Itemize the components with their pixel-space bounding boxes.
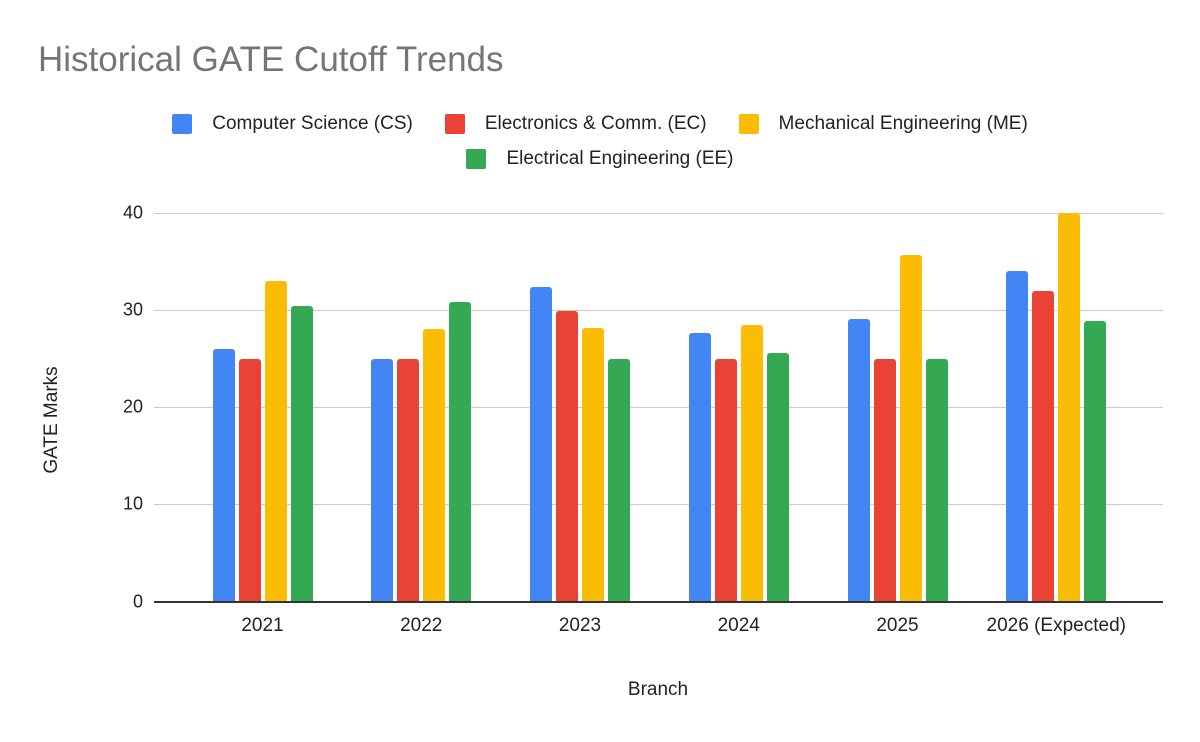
bar[interactable] (371, 358, 394, 602)
legend-label-me: Mechanical Engineering (ME) (778, 113, 1028, 134)
legend-label-ee: Electrical Engineering (EE) (506, 148, 734, 169)
bar[interactable] (873, 358, 896, 602)
legend-label-ec: Electronics & Comm. (EC) (484, 113, 707, 134)
legend-swatch-ec (444, 114, 465, 134)
legend-item-cs: Computer Science (CS) (172, 113, 413, 135)
x-axis-label: Branch (627, 679, 689, 700)
bar[interactable] (556, 311, 578, 602)
legend-item-ec: Electronics & Comm. (EC) (444, 113, 707, 135)
chart-title: Historical GATE Cutoff Trends (38, 40, 504, 79)
x-tick-label: 2024 (717, 615, 760, 636)
bar[interactable] (1032, 290, 1055, 602)
legend-row-2: Electrical Engineering (EE) (0, 148, 1200, 170)
bar[interactable] (290, 306, 313, 602)
bar[interactable] (1006, 271, 1029, 602)
y-tick-label: 0 (132, 591, 143, 611)
bar[interactable] (238, 358, 261, 602)
bar[interactable] (1058, 213, 1081, 602)
bar[interactable] (847, 318, 870, 602)
bar[interactable] (212, 349, 235, 602)
bar[interactable] (899, 254, 922, 602)
bar[interactable] (264, 281, 287, 602)
legend-label-cs: Computer Science (CS) (212, 113, 413, 134)
legend-item-me: Mechanical Engineering (ME) (738, 113, 1028, 135)
y-tick-label: 30 (122, 299, 143, 320)
legend-swatch-ee (466, 149, 487, 169)
legend-swatch-cs (172, 114, 193, 134)
bar[interactable] (449, 302, 472, 602)
bar[interactable] (530, 286, 552, 602)
x-axis-line (154, 600, 1163, 603)
legend-row-1: Computer Science (CS) Electronics & Comm… (0, 113, 1200, 135)
x-tick-label: 2023 (558, 615, 602, 636)
x-tick-label: 2026 (Expected) (986, 615, 1126, 636)
gridline (154, 310, 1163, 312)
bar[interactable] (714, 358, 737, 602)
bar[interactable] (582, 327, 604, 602)
x-tick-label: 2021 (241, 615, 284, 636)
bar[interactable] (1084, 320, 1107, 602)
bar[interactable] (688, 332, 711, 602)
x-tick-label: 2022 (400, 615, 443, 636)
x-tick-label: 2025 (876, 615, 919, 636)
y-tick-label: 20 (122, 396, 143, 417)
bar[interactable] (766, 352, 789, 602)
bar[interactable] (608, 358, 630, 602)
bar[interactable] (740, 324, 763, 602)
y-tick-label: 10 (122, 493, 143, 514)
bar[interactable] (397, 358, 420, 602)
gridline (154, 407, 1163, 409)
gridline (154, 213, 1163, 215)
legend-item-ee: Electrical Engineering (EE) (466, 148, 734, 170)
gridline (154, 504, 1163, 506)
bar[interactable] (423, 328, 446, 602)
y-tick-label: 40 (122, 202, 143, 223)
legend-swatch-me (738, 114, 759, 134)
bar[interactable] (925, 358, 948, 602)
